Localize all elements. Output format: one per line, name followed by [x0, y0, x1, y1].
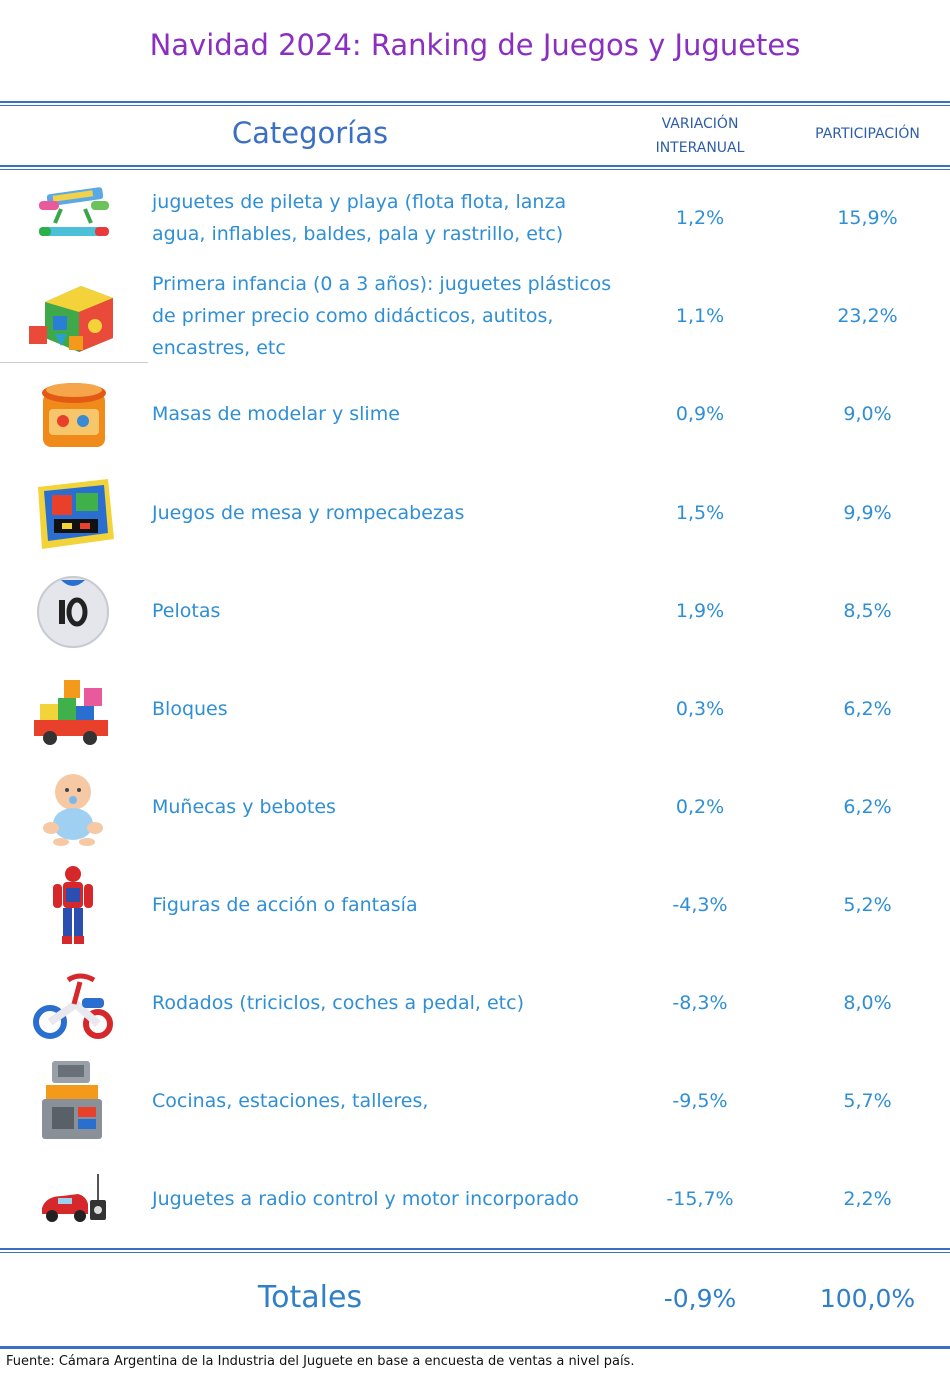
pool-toy-icon	[18, 178, 128, 258]
totals-variation: -0,9%	[663, 1284, 737, 1313]
row-variation: 1,9%	[675, 600, 725, 622]
row-label: Rodados (triciclos, coches a pedal, etc)	[152, 992, 524, 1014]
row-label: juguetes de pileta y playa (flota flota,…	[152, 191, 567, 245]
totals-share: 100,0%	[819, 1284, 916, 1313]
row-label: Primera infancia (0 a 3 años): juguetes …	[152, 273, 612, 359]
page-title: Navidad 2024: Ranking de Juegos y Juguet…	[149, 28, 801, 62]
row-label: Juguetes a radio control y motor incorpo…	[152, 1188, 579, 1210]
totals-bottom-rule	[0, 1346, 950, 1349]
totals-top-rule	[0, 1248, 950, 1253]
header-variation: VARIACIÓN INTERANUAL	[630, 112, 770, 160]
header-category: Categorías	[231, 116, 389, 150]
table-row: Cocinas, estaciones, talleres, -9,5% 5,7…	[0, 1052, 950, 1150]
ball-icon	[18, 568, 128, 656]
modeling-dough-icon	[18, 372, 128, 458]
row-share: 9,9%	[843, 502, 892, 524]
tricycle-icon	[18, 960, 128, 1048]
header-bottom-rule	[0, 165, 950, 170]
header-top-rule	[0, 101, 950, 106]
row-variation: -4,3%	[672, 894, 728, 916]
row-share: 15,9%	[837, 207, 898, 229]
row-variation: 0,2%	[675, 796, 725, 818]
totals-row: Totales -0,9% 100,0%	[0, 1262, 950, 1342]
row-variation: -15,7%	[666, 1188, 734, 1210]
row-label: Juegos de mesa y rompecabezas	[152, 502, 465, 524]
row-variation: 1,2%	[675, 207, 725, 229]
row-share: 23,2%	[837, 305, 898, 327]
row-share: 2,2%	[843, 1188, 892, 1210]
table-row: Muñecas y bebotes 0,2% 6,2%	[0, 758, 950, 856]
shape-sorter-icon	[18, 270, 128, 360]
row-label: Muñecas y bebotes	[152, 796, 336, 818]
action-figure-icon	[18, 862, 128, 950]
table-row: Pelotas 1,9% 8,5%	[0, 562, 950, 660]
table-row: Juegos de mesa y rompecabezas 1,5% 9,9%	[0, 464, 950, 562]
row-share: 6,2%	[843, 698, 892, 720]
source-note: Fuente: Cámara Argentina de la Industria…	[6, 1354, 635, 1369]
row-variation: 0,9%	[675, 403, 725, 425]
row-share: 8,0%	[843, 992, 892, 1014]
header-variation-line2: INTERANUAL	[655, 140, 745, 156]
header-variation-line1: VARIACIÓN	[661, 116, 739, 132]
row-share: 6,2%	[843, 796, 892, 818]
toy-kitchen-icon	[18, 1056, 128, 1146]
header-share: PARTICIPACIÓN	[815, 126, 920, 142]
row-label: Bloques	[152, 698, 228, 720]
table-row: Juguetes a radio control y motor incorpo…	[0, 1150, 950, 1248]
row-variation: 1,1%	[675, 305, 725, 327]
blocks-icon	[18, 666, 128, 754]
row-label: Cocinas, estaciones, talleres,	[152, 1090, 429, 1112]
row-share: 8,5%	[843, 600, 892, 622]
row-label: Masas de modelar y slime	[152, 403, 400, 425]
totals-label: Totales	[257, 1280, 363, 1315]
row-label: Pelotas	[152, 600, 221, 622]
row-share: 5,2%	[843, 894, 892, 916]
row-variation: 0,3%	[675, 698, 725, 720]
table-row: juguetes de pileta y playa (flota flota,…	[0, 172, 950, 264]
baby-doll-icon	[18, 764, 128, 852]
table-row: Bloques 0,3% 6,2%	[0, 660, 950, 758]
row-share: 9,0%	[843, 403, 892, 425]
row-variation: -9,5%	[672, 1090, 728, 1112]
table-row: Masas de modelar y slime 0,9% 9,0%	[0, 366, 950, 462]
row-variation: -8,3%	[672, 992, 728, 1014]
table-row: Rodados (triciclos, coches a pedal, etc)…	[0, 954, 950, 1052]
rc-car-icon	[18, 1160, 128, 1240]
row-divider	[0, 362, 148, 363]
board-game-icon	[18, 470, 128, 558]
table-row: Figuras de acción o fantasía -4,3% 5,2%	[0, 856, 950, 954]
row-label: Figuras de acción o fantasía	[152, 894, 418, 916]
row-share: 5,7%	[843, 1090, 892, 1112]
row-variation: 1,5%	[675, 502, 725, 524]
table-row: Primera infancia (0 a 3 años): juguetes …	[0, 264, 950, 364]
